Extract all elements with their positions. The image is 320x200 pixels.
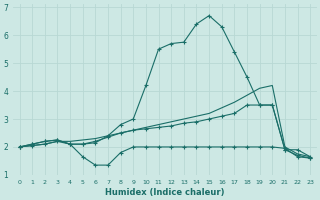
X-axis label: Humidex (Indice chaleur): Humidex (Indice chaleur) bbox=[105, 188, 225, 197]
